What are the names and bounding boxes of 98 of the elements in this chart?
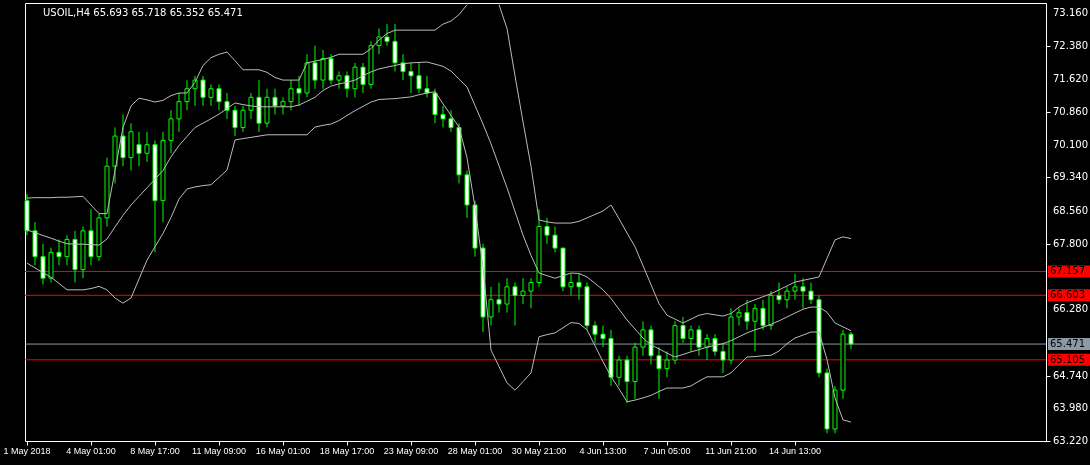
- candlestick: [496, 282, 502, 314]
- candlestick: [56, 238, 62, 266]
- candlestick: [40, 243, 46, 286]
- y-tick-label: 66.280: [1053, 303, 1088, 315]
- candlestick: [792, 273, 798, 301]
- candlestick: [320, 49, 326, 90]
- candlestick: [808, 282, 814, 305]
- candlestick: [312, 45, 318, 90]
- candlestick: [440, 105, 446, 128]
- candlestick: [120, 114, 126, 167]
- y-tick-label: 64.740: [1053, 369, 1088, 381]
- x-tick-label: 30 May 21:00: [511, 446, 567, 456]
- candlestick: [208, 83, 214, 107]
- candlestick: [488, 286, 494, 327]
- candlestick: [384, 23, 390, 47]
- candlestick: [640, 320, 646, 357]
- x-tick-label: 4 May 01:00: [66, 446, 116, 456]
- x-tick-label: 14 Jun 13:00: [768, 446, 822, 456]
- candlestick: [784, 286, 790, 309]
- candlestick: [200, 75, 206, 107]
- candlestick: [216, 83, 222, 111]
- candlestick: [232, 105, 238, 137]
- candlestick: [528, 277, 534, 309]
- candlestick: [328, 53, 334, 85]
- candlestick: [680, 316, 686, 344]
- candlestick: [272, 88, 278, 116]
- ref-line-label: 65.105: [1050, 353, 1085, 365]
- candlestick: [280, 96, 286, 116]
- ref-line-label: 65.471: [1050, 338, 1085, 350]
- y-tick-label: 69.340: [1053, 171, 1088, 183]
- candlestick: [576, 273, 582, 301]
- candlestick: [712, 333, 718, 357]
- candlestick: [696, 325, 702, 357]
- candlestick: [288, 79, 294, 111]
- x-tick-label: 23 May 09:00: [383, 446, 439, 456]
- candlestick: [600, 325, 606, 348]
- y-tick-label: 67.800: [1053, 237, 1088, 249]
- candlestick: [616, 355, 622, 387]
- candlestick: [656, 346, 662, 400]
- candlestick: [752, 303, 758, 352]
- candlestick: [448, 109, 454, 133]
- candlestick: [512, 282, 518, 327]
- candlestick: [184, 79, 190, 111]
- y-tick-label: 72.380: [1053, 40, 1088, 52]
- candlestick: [760, 299, 766, 331]
- y-tick-label: 71.620: [1053, 73, 1088, 85]
- candlestick: [520, 277, 526, 305]
- y-tick-label: 63.980: [1053, 402, 1088, 414]
- candlestick: [568, 273, 574, 296]
- candlestick: [360, 62, 366, 94]
- candlestick: [432, 88, 438, 124]
- candlestick: [136, 131, 142, 167]
- x-tick-label: 28 May 01:00: [447, 446, 503, 456]
- candlestick: [336, 70, 342, 90]
- candlestick: [248, 92, 254, 120]
- x-tick-label: 7 Jun 05:00: [643, 446, 691, 456]
- y-tick-label: 70.860: [1053, 105, 1088, 117]
- x-tick-label: 1 May 2018: [3, 446, 51, 456]
- y-tick-label: 63.220: [1053, 435, 1088, 446]
- candlestick: [664, 350, 670, 378]
- candlestick: [800, 277, 806, 309]
- ref-line-label: 67.157: [1050, 265, 1085, 277]
- candlestick: [64, 234, 70, 266]
- candlestick: [168, 109, 174, 154]
- x-tick-label: 18 May 17:00: [319, 446, 375, 456]
- candlestick: [176, 92, 182, 133]
- x-tick-label: 16 May 01:00: [255, 446, 311, 456]
- candlestick: [224, 92, 230, 120]
- y-tick-label: 68.560: [1053, 205, 1088, 217]
- candlestick: [544, 217, 550, 245]
- candlestick: [552, 226, 558, 253]
- candlestick: [736, 307, 742, 327]
- y-tick-label: 73.160: [1053, 6, 1088, 18]
- x-tick-label: 11 May 09:00: [192, 446, 246, 456]
- ref-line-label: 66.603: [1050, 289, 1085, 301]
- candlestick: [424, 75, 430, 98]
- candlestick: [144, 131, 150, 163]
- candlestick: [504, 277, 510, 314]
- candlestick: [704, 333, 710, 361]
- candlestick: [744, 299, 750, 331]
- candlestick: [592, 320, 598, 344]
- candlestick: [624, 355, 630, 404]
- x-tick-label: 11 Jun 21:00: [705, 446, 757, 456]
- y-tick-label: 70.100: [1053, 138, 1088, 150]
- candlestick: [296, 75, 302, 107]
- candlestick: [408, 62, 414, 94]
- candlestick: [720, 342, 726, 374]
- chart-title: USOIL,H4 65.693 65.718 65.352 65.471: [43, 7, 243, 18]
- candlestick: [240, 105, 246, 133]
- x-tick-label: 8 May 17:00: [130, 446, 180, 456]
- candlestick: [344, 70, 350, 98]
- candlestick: [416, 62, 422, 94]
- candlestick: [776, 282, 782, 305]
- candlestick: [688, 325, 694, 352]
- candlestick: [392, 23, 398, 72]
- x-tick-label: 4 Jun 13:00: [579, 446, 627, 456]
- candlestick: [352, 62, 358, 98]
- candlestick: [400, 53, 406, 81]
